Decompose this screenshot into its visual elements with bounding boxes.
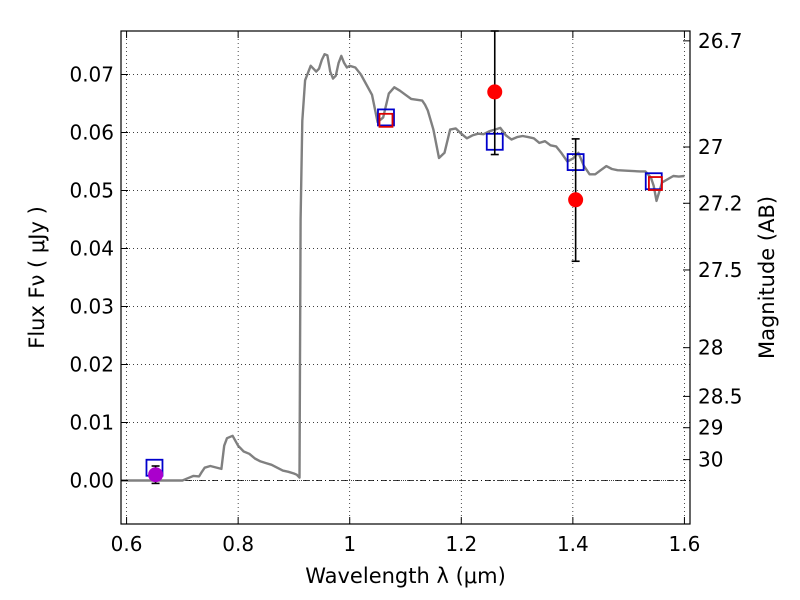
- plot-area: [121, 30, 690, 485]
- y-tick-label: 0.06: [69, 121, 114, 145]
- grid: [121, 31, 690, 524]
- y-tick-label: 0.01: [69, 411, 114, 435]
- y-tick-label: 0.03: [69, 295, 114, 319]
- axis-ticks: 0.6 0.8 1 1.2 1.4 1.6 0.00 0.01 0.02 0.03 0.04 0.05…: [69, 29, 742, 556]
- magnitude-tick-label: 30: [698, 448, 723, 472]
- x-tick-label: 1.2: [445, 532, 477, 556]
- y-tick-label: 0.04: [69, 237, 114, 261]
- y-tick-label: 0.00: [69, 469, 114, 493]
- observed-flux-point: [568, 192, 584, 208]
- magnitude-tick-label: 29: [698, 416, 723, 440]
- model-flux-square: [377, 108, 395, 127]
- plot-frame: [120, 30, 691, 525]
- x-tick-label: 1.6: [669, 532, 701, 556]
- right-axis-label: Magnitude (AB): [755, 196, 779, 359]
- magnitude-tick-label: 27: [698, 135, 723, 159]
- x-tick-label: 0.6: [111, 532, 143, 556]
- model-flux-square-red: [648, 176, 663, 191]
- y-axis-label: Flux Fν ( μJy ): [25, 206, 49, 349]
- observed-flux-point: [487, 84, 503, 100]
- observed-flux-point: [148, 467, 164, 483]
- magnitude-tick-label: 27.5: [698, 258, 743, 282]
- x-axis-label: Wavelength λ (μm): [305, 564, 506, 588]
- x-tick-label: 1.4: [557, 532, 589, 556]
- model-flux-square-red: [378, 112, 394, 128]
- y-tick-label: 0.05: [69, 179, 114, 203]
- spectrum-line: [121, 53, 685, 482]
- x-tick-label: 0.8: [222, 532, 254, 556]
- magnitude-tick-label: 28: [698, 336, 723, 360]
- magnitude-tick-label: 26.7: [698, 29, 743, 53]
- x-tick-label: 1: [343, 532, 356, 556]
- y-tick-label: 0.02: [69, 353, 114, 377]
- y-tick-label: 0.07: [69, 63, 114, 87]
- magnitude-tick-label: 27.2: [698, 191, 743, 215]
- magnitude-tick-label: 28.5: [698, 384, 743, 408]
